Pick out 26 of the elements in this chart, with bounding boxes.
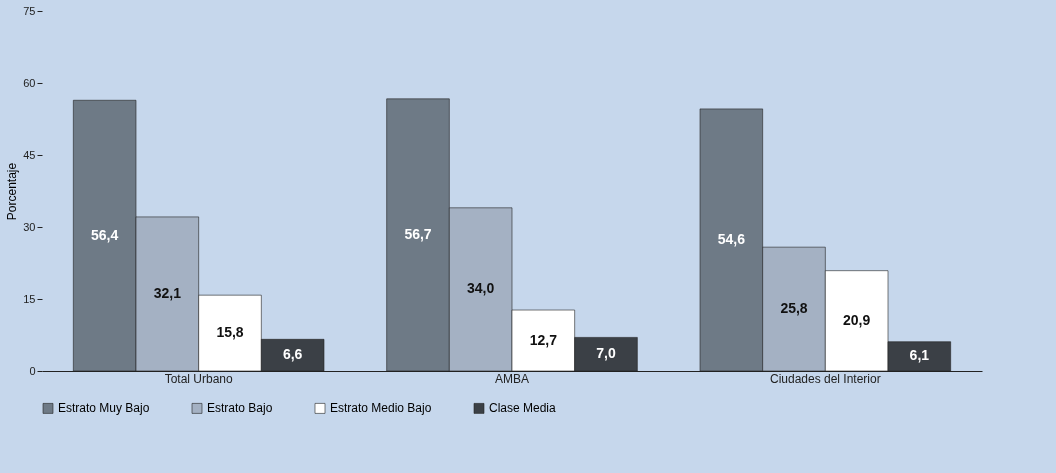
y-tick-label: 75 [23, 4, 36, 17]
legend-label: Estrato Medio Bajo [330, 401, 432, 416]
data-label: 25,8 [780, 300, 808, 317]
y-tick-label: 45 [23, 148, 36, 161]
x-tick-label: Ciudades del Interior [769, 371, 881, 386]
x-tick-label: AMBA [494, 371, 530, 386]
data-label: 12,7 [529, 331, 558, 348]
legend-label: Estrato Bajo [207, 401, 273, 416]
legend-label: Estrato Muy Bajo [58, 401, 150, 416]
data-label: 34,0 [467, 280, 495, 297]
data-label: 15,8 [216, 324, 244, 341]
y-axis-title: Porcentaje [5, 162, 20, 221]
data-label: 6,1 [909, 347, 930, 364]
x-tick-label: Total Urbano [164, 371, 234, 386]
data-label: 6,6 [282, 346, 303, 363]
legend-label: Clase Media [489, 401, 557, 416]
data-label: 7,0 [596, 345, 616, 362]
data-label: 56,7 [404, 225, 432, 242]
data-label: 56,4 [91, 226, 119, 243]
y-tick-label: 0 [29, 364, 36, 377]
data-label: 32,1 [153, 284, 182, 301]
y-tick-label: 30 [23, 220, 36, 233]
y-tick-label: 15 [23, 292, 36, 305]
data-label: 54,6 [717, 230, 746, 247]
data-label: 20,9 [843, 311, 871, 328]
y-tick-label: 60 [23, 76, 36, 89]
